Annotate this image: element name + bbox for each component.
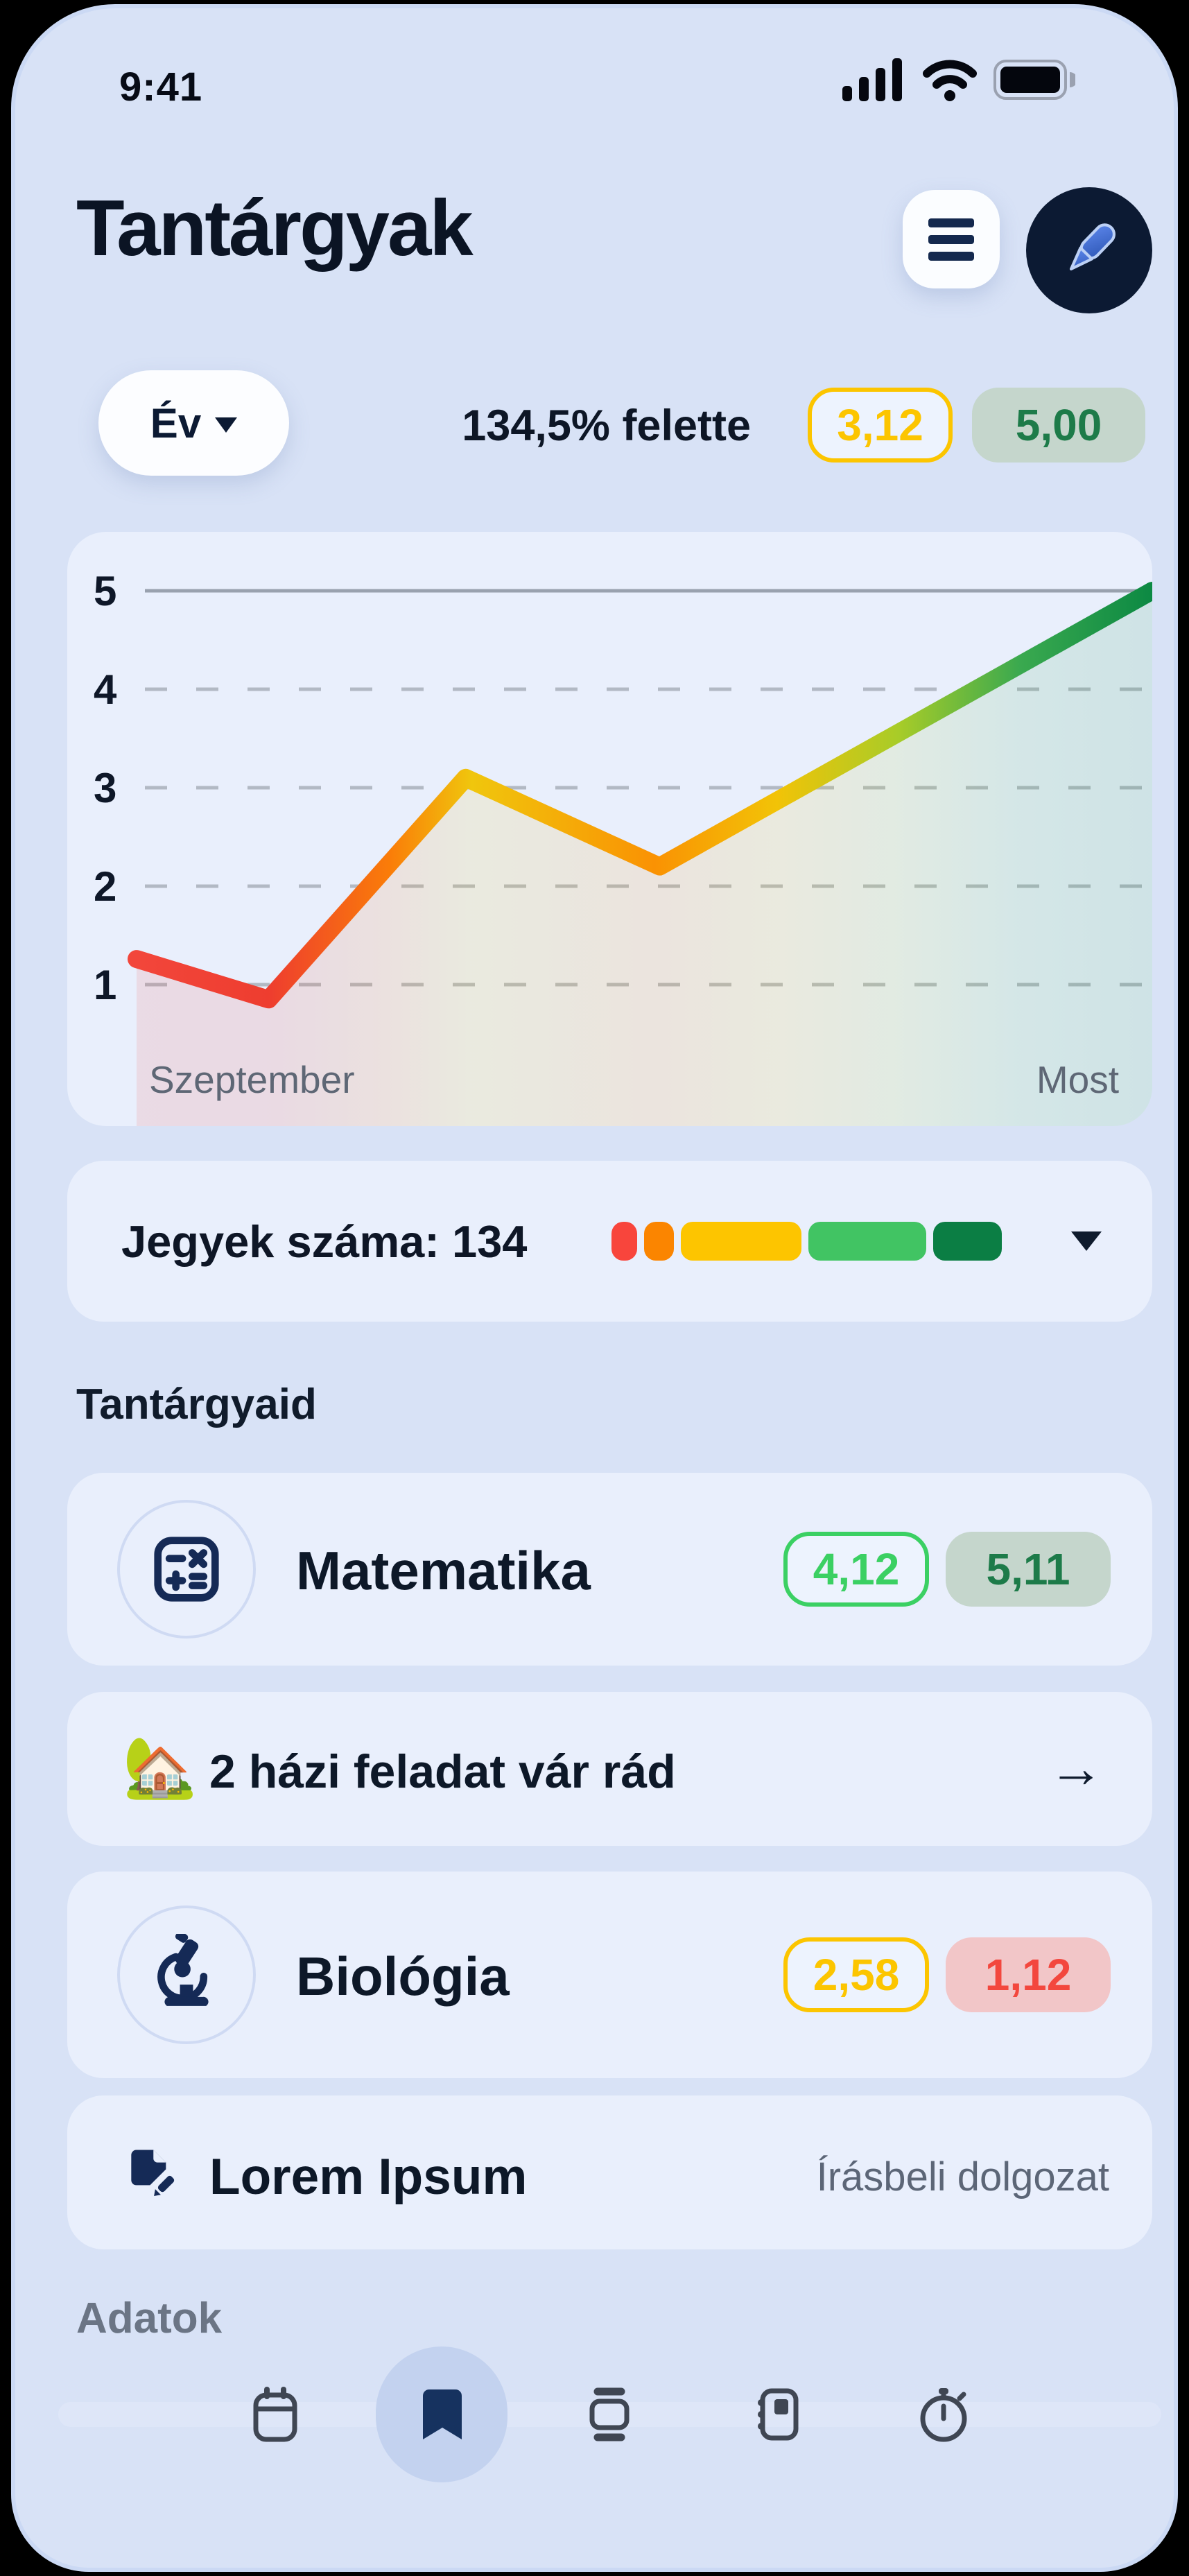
calendar-icon[interactable] (241, 2380, 310, 2449)
grade-segment-grade-3 (681, 1222, 801, 1261)
x-axis-label-start: Szeptember (149, 1058, 355, 1101)
bottom-navigation (15, 2345, 1174, 2491)
microscope-icon (157, 1934, 209, 2006)
improvement-summary: 134,5% felette (462, 401, 751, 450)
homework-card[interactable]: 🏡 2 házi feladat vár rád → (67, 1692, 1152, 1846)
line-chart: 5 4 3 2 1 (94, 568, 1152, 1126)
year-dropdown[interactable]: Év (98, 370, 289, 476)
x-axis-label-end: Most (1036, 1058, 1119, 1101)
battery-icon (993, 60, 1075, 100)
grade-trend-chart: 5 4 3 2 1 Szeptember Most (67, 532, 1152, 1126)
chart-area-fill (137, 591, 1152, 1126)
min-grade-badge: 3,12 (808, 388, 953, 463)
subjects-heading: Tantárgyaid (76, 1381, 317, 1428)
calculator-icon (154, 1537, 219, 1602)
edit-button[interactable] (1026, 187, 1152, 313)
subject-card-biologia[interactable]: Biológia 2,58 1,12 (67, 1872, 1152, 2078)
exam-card[interactable]: Lorem Ipsum Írásbeli dolgozat (67, 2095, 1152, 2249)
svg-text:5: 5 (94, 568, 116, 614)
grade-count-card[interactable]: Jegyek száma: 134 (67, 1161, 1152, 1322)
hamburger-menu-icon (928, 218, 974, 227)
svg-text:4: 4 (94, 666, 117, 713)
grade-count-label: Jegyek száma: 134 (121, 1216, 528, 1267)
exam-note: Írásbeli dolgozat (816, 2154, 1109, 2199)
pencil-icon (1069, 223, 1116, 271)
subject-card-matematika[interactable]: Matematika 4,12 5,11 (67, 1473, 1152, 1666)
status-time: 9:41 (119, 64, 203, 110)
subject-avg-badge: 2,58 (783, 1937, 929, 2012)
grade-segment-grade-4 (808, 1222, 926, 1261)
grade-segment-grade-2 (644, 1222, 674, 1261)
max-grade-badge: 5,00 (972, 388, 1145, 463)
svg-text:2: 2 (94, 863, 116, 910)
wifi-icon (923, 60, 977, 101)
subject-title: Matematika (296, 1540, 591, 1601)
grade-distribution-bar (611, 1222, 1002, 1261)
status-icons (842, 58, 1075, 101)
page-title: Tantárgyak (76, 184, 474, 273)
subject-avg-badge: 4,12 (783, 1532, 929, 1607)
menu-button[interactable] (903, 190, 1000, 288)
chart-gradient-line (128, 582, 1152, 1009)
arrow-right-icon[interactable]: → (1048, 1737, 1104, 1799)
cards-icon[interactable] (575, 2380, 644, 2449)
notebook-icon[interactable] (742, 2380, 811, 2449)
subject-icon-circle (117, 1905, 256, 2044)
chevron-down-icon[interactable] (1071, 1231, 1102, 1251)
exam-title: Lorem Ipsum (209, 2149, 528, 2205)
signal-bars-icon (842, 58, 902, 101)
svg-text:1: 1 (94, 962, 116, 1008)
subject-low-badge: 1,12 (946, 1937, 1111, 2012)
grade-segment-grade-1 (611, 1222, 637, 1261)
subject-title: Biológia (296, 1946, 510, 2007)
chevron-down-icon (215, 417, 238, 433)
nav-highlight-band (58, 2402, 1161, 2427)
phone-screen: 9:41 Tantárgyak (11, 4, 1178, 2572)
stopwatch-icon[interactable] (909, 2380, 978, 2449)
data-section-label: Adatok (76, 2294, 223, 2342)
svg-text:3: 3 (94, 765, 116, 811)
bookmark-icon[interactable] (408, 2380, 477, 2449)
subject-weighted-badge: 5,11 (946, 1532, 1111, 1607)
subject-icon-circle (117, 1500, 256, 1639)
grade-segment-grade-5 (933, 1222, 1002, 1261)
house-emoji: 🏡 (123, 1734, 198, 1801)
year-dropdown-label: Év (150, 399, 202, 447)
homework-text: 2 házi feladat vár rád (209, 1745, 676, 1798)
document-pen-icon (123, 2145, 180, 2206)
